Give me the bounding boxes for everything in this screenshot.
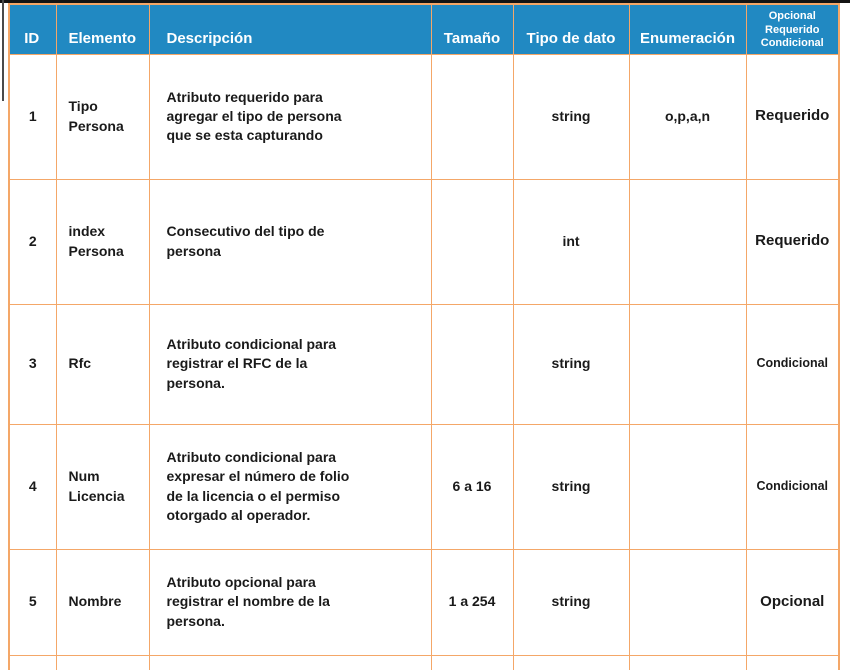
table-row: 1 Tipo Persona Atributo requerido para a… xyxy=(8,53,840,180)
table-row-partial xyxy=(8,654,840,670)
cell-tipo-de-dato: string xyxy=(512,53,630,180)
cell-enumeracion xyxy=(628,423,747,550)
cell-enumeracion: o,p,a,n xyxy=(628,53,747,180)
cell-tamano xyxy=(430,53,514,180)
cell-tamano xyxy=(430,303,514,425)
header-opcionalidad-line3: Condicional xyxy=(760,37,824,50)
cell-descripcion: Consecutivo del tipo de persona xyxy=(148,178,432,305)
header-opcionalidad: Opcional Requerido Condicional xyxy=(745,3,840,55)
cell-id: 3 xyxy=(8,303,57,425)
cell-id: 4 xyxy=(8,423,57,550)
cell-opcionalidad: Requerido xyxy=(745,53,840,180)
cell-tamano: 1 a 254 xyxy=(430,548,514,656)
table-row: 5 Nombre Atributo opcional para registra… xyxy=(8,548,840,656)
cell-opcionalidad: Requerido xyxy=(745,178,840,305)
cell-descripcion xyxy=(148,654,432,670)
cell-tipo-de-dato xyxy=(512,654,630,670)
cell-enumeracion xyxy=(628,178,747,305)
table-header-row: ID Elemento Descripción Tamaño Tipo de d… xyxy=(8,3,840,55)
cell-descripcion: Atributo condicional para registrar el R… xyxy=(148,303,432,425)
cell-opcionalidad xyxy=(745,654,840,670)
cell-tamano xyxy=(430,178,514,305)
cell-descripcion: Atributo opcional para registrar el nomb… xyxy=(148,548,432,656)
header-elemento: Elemento xyxy=(55,3,150,55)
cell-opcionalidad: Opcional xyxy=(745,548,840,656)
cell-enumeracion xyxy=(628,548,747,656)
cell-elemento: index Persona xyxy=(55,178,150,305)
cell-opcionalidad: Condicional xyxy=(745,303,840,425)
cell-tamano xyxy=(430,654,514,670)
cell-elemento: Tipo Persona xyxy=(55,53,150,180)
cell-descripcion: Atributo condicional para expresar el nú… xyxy=(148,423,432,550)
cell-tipo-de-dato: string xyxy=(512,548,630,656)
header-id: ID xyxy=(8,3,57,55)
cell-elemento xyxy=(55,654,150,670)
cell-tipo-de-dato: string xyxy=(512,303,630,425)
header-tamano: Tamaño xyxy=(430,3,514,55)
header-opcionalidad-line1: Opcional xyxy=(768,10,816,23)
cell-elemento: Num Licencia xyxy=(55,423,150,550)
cell-id: 2 xyxy=(8,178,57,305)
table-row: 4 Num Licencia Atributo condicional para… xyxy=(8,423,840,550)
cell-descripcion: Atributo requerido para agregar el tipo … xyxy=(148,53,432,180)
cell-elemento: Nombre xyxy=(55,548,150,656)
cell-elemento: Rfc xyxy=(55,303,150,425)
cell-tipo-de-dato: string xyxy=(512,423,630,550)
cell-opcionalidad: Condicional xyxy=(745,423,840,550)
header-opcionalidad-line2: Requerido xyxy=(765,23,820,36)
header-enumeracion: Enumeración xyxy=(628,3,747,55)
window-edge-artifact xyxy=(2,0,4,101)
header-tipo-de-dato: Tipo de dato xyxy=(512,3,630,55)
cell-enumeracion xyxy=(628,303,747,425)
attribute-spec-table: ID Elemento Descripción Tamaño Tipo de d… xyxy=(8,3,840,670)
table-row: 3 Rfc Atributo condicional para registra… xyxy=(8,303,840,425)
cell-id xyxy=(8,654,57,670)
header-descripcion: Descripción xyxy=(148,3,432,55)
top-border-bar xyxy=(0,0,850,3)
cell-id: 5 xyxy=(8,548,57,656)
table-row: 2 index Persona Consecutivo del tipo de … xyxy=(8,178,840,305)
cell-enumeracion xyxy=(628,654,747,670)
cell-tamano: 6 a 16 xyxy=(430,423,514,550)
cell-tipo-de-dato: int xyxy=(512,178,630,305)
cell-id: 1 xyxy=(8,53,57,180)
